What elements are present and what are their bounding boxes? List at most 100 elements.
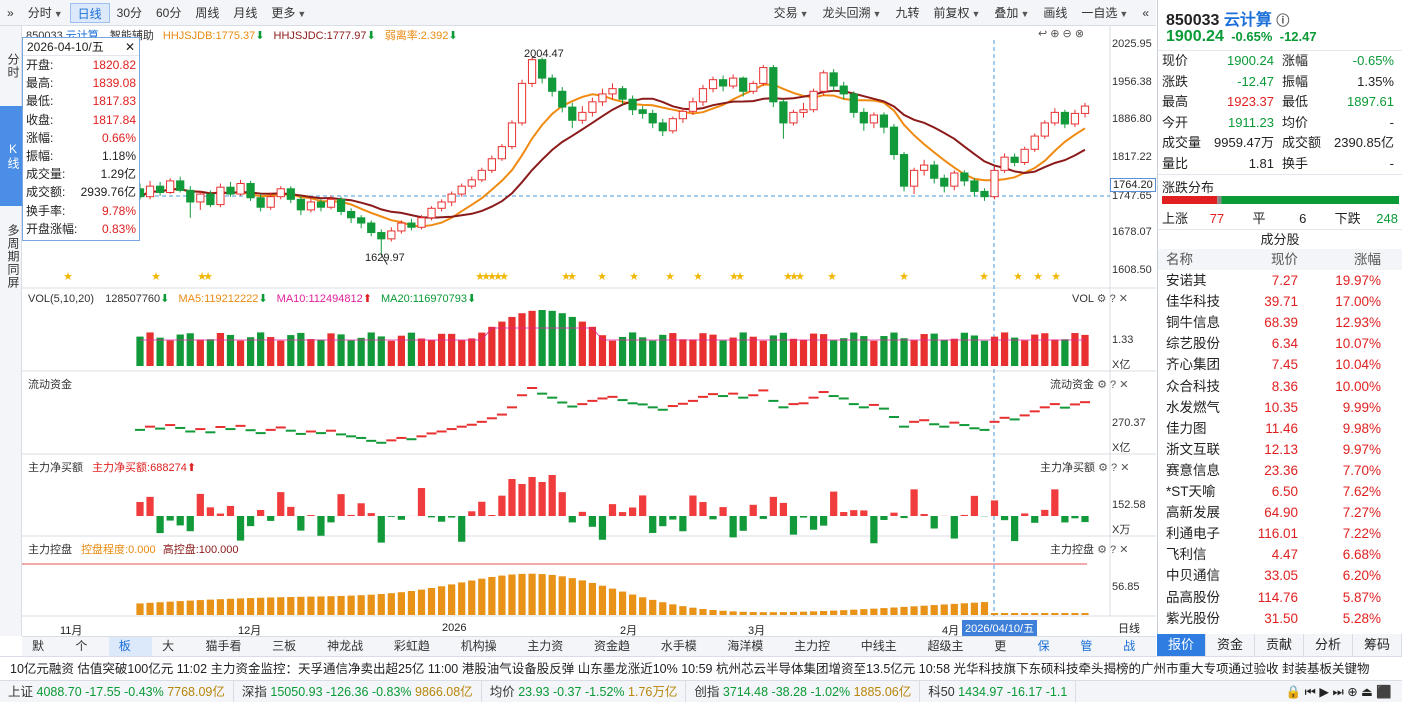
candle-body <box>910 170 917 186</box>
indicator-tab[interactable]: 默认 <box>22 637 65 656</box>
indicator-tab[interactable]: 神龙战法 <box>317 637 384 656</box>
indicator-tab[interactable]: 中线主力 <box>851 637 918 656</box>
collapse-icon[interactable]: » <box>0 3 21 23</box>
tab-action-button[interactable]: 保存 <box>1028 637 1071 656</box>
candle-body <box>951 173 958 186</box>
quote-tab[interactable]: 报价 <box>1157 634 1206 656</box>
status-icons[interactable]: 🔒 ⏮ ▶ ⏭ ⊕ ⏏ ⬛ <box>1286 681 1402 702</box>
stat-key: 现价 <box>1162 51 1188 72</box>
tooltip-row: 最高:1839.08 <box>23 74 139 92</box>
candle-body <box>358 218 365 223</box>
tab-action-button[interactable]: 战法 <box>1113 637 1156 656</box>
period-tab-monthly[interactable]: 月线 <box>226 3 264 23</box>
indicator-tab[interactable]: 个股 <box>65 637 108 656</box>
indicator-tab[interactable]: 彩虹趋势 <box>384 637 451 656</box>
chart-area[interactable]: ★★★★★★★★★★★★★★★★★★★★★★★★★★ 850033 云计算 智能… <box>22 26 1156 636</box>
draw-button[interactable]: 画线 <box>1036 3 1074 23</box>
control-bar <box>257 598 264 615</box>
net-buy-bar <box>1081 516 1088 522</box>
tab-action-button[interactable]: 管理 <box>1070 637 1113 656</box>
index-item[interactable]: 上证 4088.70 -17.55 -0.43% 7768.09亿 <box>0 681 234 702</box>
quote-tab[interactable]: 筹码 <box>1353 634 1402 656</box>
indicator-tab[interactable]: 主力资金 <box>517 637 584 656</box>
more-periods-button[interactable]: 更多▼ <box>264 3 313 23</box>
nine-turn-button[interactable]: 九转 <box>888 3 926 23</box>
indicator-tab[interactable]: 更多 <box>984 637 1027 656</box>
cons-price: 116.01 <box>1238 523 1298 544</box>
indicator-tab[interactable]: 机构操盘 <box>451 637 518 656</box>
multi-period-side-tab[interactable]: 多周期同屏 <box>0 206 22 306</box>
indicator-tab[interactable]: 大盘 <box>152 637 195 656</box>
quote-tab[interactable]: 分析 <box>1304 634 1353 656</box>
indicator-tab[interactable]: 板块 <box>109 637 152 656</box>
intraday-side-tab[interactable]: 分时 <box>0 26 22 106</box>
cons-pct: 9.99% <box>1298 397 1393 418</box>
control-bar <box>478 579 485 615</box>
adjust-button[interactable]: 前复权▼ <box>926 3 987 23</box>
low-annotation: 1629.97 <box>365 252 405 264</box>
control-bar <box>368 595 375 615</box>
candle-body <box>760 68 767 84</box>
volume-bar <box>438 334 445 366</box>
period-tab-60min[interactable]: 60分 <box>149 3 188 23</box>
main-pane-tools[interactable]: ↩ ⊕ ⊖ ⊗ <box>1038 27 1084 40</box>
period-tab-30min[interactable]: 30分 <box>110 3 149 23</box>
period-tab-intraday[interactable]: 分时▼ <box>21 3 70 23</box>
news-ticker[interactable]: 10亿元融资 估值突破100亿元 11:02 主力资金监控：天孚通信净卖出超25… <box>0 656 1402 680</box>
volume-bar <box>458 340 465 366</box>
tooltip-close-icon[interactable]: ✕ <box>125 38 135 55</box>
indicator-tab[interactable]: 水手模式 <box>651 637 718 656</box>
candle-body <box>961 173 968 181</box>
overlay-button[interactable]: 叠加▼ <box>987 3 1036 23</box>
candle-body <box>971 181 978 192</box>
indicator-tab[interactable]: 资金趋势 <box>584 637 651 656</box>
indicator-tab[interactable]: 主力控盘 <box>784 637 851 656</box>
tooltip-value: 0.66% <box>102 129 136 147</box>
index-item[interactable]: 均价 23.93 -0.37 -1.52% 1.76万亿 <box>482 681 687 702</box>
control-bar <box>790 612 797 615</box>
tooltip-row: 最低:1817.83 <box>23 92 139 110</box>
control-bar <box>830 611 837 615</box>
info-icon[interactable]: ⓘ <box>1276 13 1289 28</box>
period-tab-daily[interactable]: 日线 <box>70 3 110 23</box>
signal-star: ★ <box>203 271 213 283</box>
help-icon: ? <box>1111 462 1117 474</box>
leader-review-button[interactable]: 龙头回溯▼ <box>816 3 889 23</box>
close-icon: ✕ <box>1120 461 1129 474</box>
indicator-tab[interactable]: 三板斧 <box>262 637 317 656</box>
volume-bar <box>559 313 566 366</box>
indicator-tab[interactable]: 海洋模式 <box>717 637 784 656</box>
quote-tab[interactable]: 资金 <box>1206 634 1255 656</box>
kline-side-tab[interactable]: K线 <box>0 106 22 206</box>
quote-tab[interactable]: 贡献 <box>1255 634 1304 656</box>
signal-star: ★ <box>597 271 607 283</box>
index-item[interactable]: 创指 3714.48 -38.28 -1.02% 1885.06亿 <box>686 681 920 702</box>
expand-icon[interactable]: « <box>1135 3 1156 23</box>
candle-body <box>609 89 616 94</box>
index-item[interactable]: 科50 1434.97 -16.17 -1.1 <box>920 681 1076 702</box>
index-item[interactable]: 深指 15050.93 -126.36 -0.83% 9866.08亿 <box>234 681 482 702</box>
candle-body <box>941 178 948 186</box>
watchlist-button[interactable]: 一自选▼ <box>1074 3 1135 23</box>
period-tab-weekly[interactable]: 周线 <box>188 3 226 23</box>
indicator-tab[interactable]: 超级主力 <box>918 637 985 656</box>
trade-button[interactable]: 交易▼ <box>767 3 816 23</box>
indicator-tab[interactable]: 猫手看盘 <box>195 637 262 656</box>
